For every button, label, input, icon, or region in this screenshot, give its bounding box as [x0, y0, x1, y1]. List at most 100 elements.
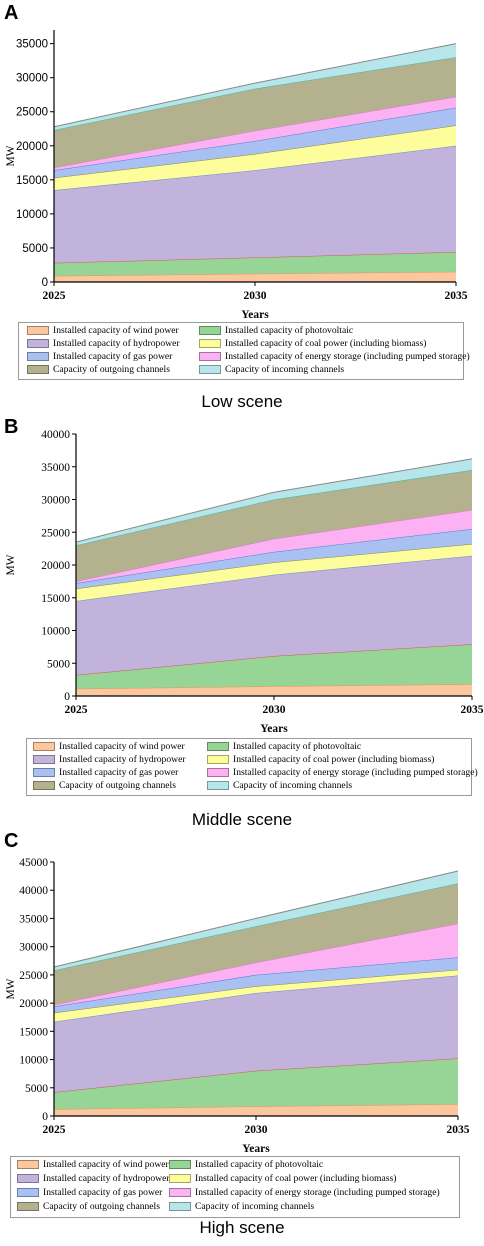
- area-series-pv: [54, 1058, 458, 1110]
- y-tick-label: 0: [64, 691, 70, 703]
- y-tick-label: 35000: [41, 462, 70, 474]
- legend-label: Installed capacity of photovoltaic: [195, 1159, 324, 1170]
- area-edge-gas: [53, 956, 459, 1007]
- y-tick-label: 30000: [41, 495, 70, 507]
- legend-item-coal: Installed capacity of coal power (includ…: [199, 338, 426, 349]
- legend-label: Installed capacity of photovoltaic: [233, 741, 362, 752]
- area-series-coal: [54, 969, 458, 1022]
- legend-swatch: [199, 365, 221, 374]
- legend-item-storage: Installed capacity of energy storage (in…: [199, 351, 470, 362]
- legend-label: Capacity of outgoing channels: [43, 1201, 160, 1212]
- y-tick-label: 5000: [47, 658, 70, 670]
- y-tick-label: 10000: [19, 1055, 48, 1067]
- chart-panel-b: B 0 5000 10000 15000 20000 25000 30000 35000 400…: [0, 414, 484, 829]
- legend-item-outgoing: Capacity of outgoing channels: [33, 780, 176, 791]
- legend-item-hydro: Installed capacity of hydropower: [17, 1173, 170, 1184]
- legend-label: Capacity of incoming channels: [225, 364, 345, 375]
- legend-label: Installed capacity of coal power (includ…: [233, 754, 435, 765]
- legend-swatch: [27, 365, 49, 374]
- chart-panel-a: A 0 5000 10000 15000 20000 25000 30000 35000 202…: [0, 0, 484, 415]
- legend-item-hydro: Installed capacity of hydropower: [33, 754, 186, 765]
- area-series-coal: [76, 544, 472, 601]
- y-tick-label: 25000: [19, 970, 48, 982]
- legend-label: Installed capacity of wind power: [53, 325, 179, 336]
- legend-item-outgoing: Capacity of outgoing channels: [27, 364, 170, 375]
- legend-swatch: [33, 768, 55, 777]
- x-axis-label: Years: [242, 1143, 270, 1155]
- legend-label: Capacity of incoming channels: [233, 780, 353, 791]
- legend-item-pv: Installed capacity of photovoltaic: [199, 325, 353, 336]
- y-tick-label: 10000: [41, 626, 70, 638]
- y-tick-label: 15000: [41, 593, 70, 605]
- x-axis-label: Years: [241, 309, 269, 321]
- area-series-gas: [54, 107, 456, 178]
- legend-item-wind: Installed capacity of wind power: [17, 1159, 169, 1170]
- legend-label: Installed capacity of wind power: [59, 741, 185, 752]
- legend-swatch: [169, 1188, 191, 1197]
- y-tick-label: 10000: [16, 209, 48, 221]
- y-tick-label: 5000: [25, 1083, 48, 1095]
- legend-label: Installed capacity of hydropower: [53, 338, 180, 349]
- area-chart-low: 0 5000 10000 15000 20000 25000 30000 35000 2025 2…: [5, 30, 468, 321]
- legend-swatch: [199, 326, 221, 335]
- area-edge-incoming: [53, 870, 459, 968]
- area-series-storage: [54, 96, 456, 171]
- legend-item-incoming: Capacity of incoming channels: [199, 364, 344, 375]
- area-series-coal: [54, 125, 456, 191]
- area-series-outgoing: [54, 883, 458, 1005]
- x-tick-label: 2030: [263, 704, 286, 716]
- scene-caption: Middle scene: [191, 810, 293, 829]
- area-series-storage: [76, 510, 472, 584]
- y-tick-label: 15000: [19, 1026, 48, 1038]
- y-tick-label: 35000: [16, 39, 48, 51]
- legend-label: Installed capacity of photovoltaic: [225, 325, 354, 336]
- area-series-pv: [54, 252, 456, 276]
- area-series-incoming: [76, 458, 472, 546]
- panel-letter: A: [4, 2, 19, 24]
- y-tick-label: 15000: [16, 175, 48, 187]
- legend-swatch: [207, 781, 229, 790]
- legend-swatch: [207, 742, 229, 751]
- legend-label: Installed capacity of energy storage (in…: [195, 1187, 440, 1198]
- area-series-hydro: [54, 145, 456, 263]
- area-series-wind: [54, 271, 456, 282]
- legend-item-gas: Installed capacity of gas power: [33, 767, 178, 778]
- area-series-wind: [54, 1104, 458, 1116]
- legend-label: Capacity of outgoing channels: [59, 780, 176, 791]
- legend-swatch: [169, 1202, 191, 1211]
- y-tick-label: 30000: [19, 942, 48, 954]
- area-series-hydro: [54, 975, 458, 1093]
- x-tick-label: 2035: [445, 290, 468, 302]
- legend-swatch: [207, 755, 229, 764]
- area-series-outgoing: [76, 470, 472, 582]
- legend-item-pv: Installed capacity of photovoltaic: [169, 1159, 323, 1170]
- area-chart-middle: 0 5000 10000 15000 20000 25000 30000 35000 40000…: [5, 429, 484, 735]
- chart-legend: Installed capacity of wind power Installe…: [10, 1156, 460, 1218]
- legend-label: Installed capacity of wind power: [43, 1159, 169, 1170]
- y-tick-label: 20000: [19, 998, 48, 1010]
- y-tick-label: 25000: [16, 107, 48, 119]
- legend-swatch: [17, 1174, 39, 1183]
- chart-legend: Installed capacity of wind power Installe…: [18, 322, 470, 380]
- y-tick-label: 40000: [41, 429, 70, 441]
- x-tick-label: 2030: [244, 290, 267, 302]
- legend-swatch: [169, 1174, 191, 1183]
- y-axis-label: MW: [5, 145, 17, 166]
- panel-letter: B: [4, 416, 19, 438]
- legend-label: Installed capacity of energy storage (in…: [233, 767, 478, 778]
- legend-label: Installed capacity of gas power: [59, 767, 179, 778]
- legend-item-hydro: Installed capacity of hydropower: [27, 338, 180, 349]
- y-tick-label: 0: [42, 277, 48, 289]
- y-tick-label: 30000: [16, 73, 48, 85]
- legend-item-wind: Installed capacity of wind power: [27, 325, 179, 336]
- legend-swatch: [199, 352, 221, 361]
- y-axis-label: MW: [5, 554, 17, 575]
- legend-label: Installed capacity of hydropower: [43, 1173, 170, 1184]
- legend-swatch: [199, 339, 221, 348]
- y-tick-label: 45000: [19, 857, 48, 869]
- legend-label: Installed capacity of gas power: [43, 1187, 163, 1198]
- legend-swatch: [27, 326, 49, 335]
- y-tick-label: 0: [42, 1111, 48, 1123]
- legend-swatch: [169, 1160, 191, 1169]
- y-tick-label: 20000: [16, 141, 48, 153]
